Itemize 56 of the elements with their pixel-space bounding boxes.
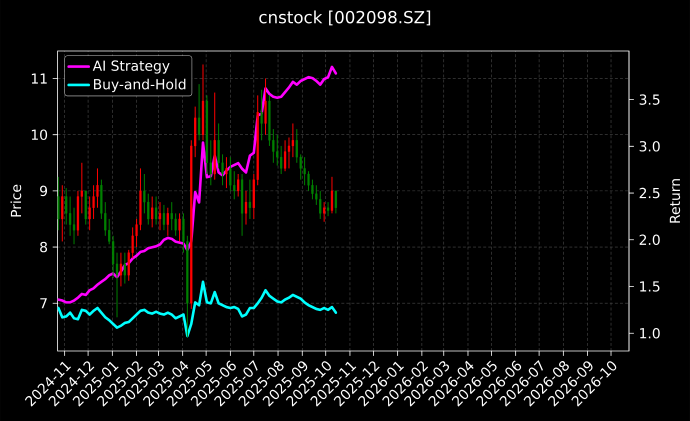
legend-label: Buy-and-Hold (94, 78, 186, 92)
candlestick (237, 174, 240, 197)
chart-title: cnstock [002098.SZ] (259, 10, 430, 26)
candlestick (65, 188, 68, 226)
candlestick (326, 202, 330, 217)
candlestick (174, 212, 177, 236)
y-tick-label: 8 (40, 242, 48, 252)
candlestick (225, 156, 228, 189)
y-axis-title: Price (10, 184, 22, 217)
candlestick (61, 184, 64, 242)
y2-tick-label: 3.5 (640, 94, 660, 105)
candlestick (96, 168, 99, 208)
y-tick-label: 10 (32, 129, 48, 140)
candlestick (248, 179, 252, 220)
candlestick (330, 176, 334, 214)
candlestick (260, 89, 263, 141)
candlestick (280, 145, 282, 175)
y-tick-label: 9 (40, 186, 48, 196)
line-series (58, 280, 338, 338)
candlestick (303, 156, 306, 186)
y2-tick-label: 1.5 (640, 281, 660, 292)
candlestick (264, 78, 267, 136)
y-tick-label: 11 (32, 73, 47, 84)
candlestick (151, 196, 154, 228)
candlestick (244, 190, 248, 226)
y2-axis-title: Return (670, 179, 680, 223)
candlestick (120, 252, 122, 287)
candlestick (284, 140, 286, 172)
candlestick (154, 196, 158, 226)
y2-tick-label: 2.0 (640, 234, 660, 246)
candlestick (88, 196, 91, 231)
candlestick (334, 190, 338, 214)
candlestick (229, 156, 232, 192)
candlestick (162, 204, 166, 231)
candlestick (233, 170, 236, 200)
candlestick (178, 212, 181, 242)
candlestick (288, 137, 290, 169)
candlestick (158, 202, 162, 231)
candlestick (292, 122, 294, 158)
candlestick (170, 202, 173, 231)
candlestick (276, 134, 278, 166)
y-tick-label: 7 (40, 298, 47, 308)
candlestick (147, 193, 150, 226)
candlestick (92, 184, 95, 220)
legend-label: AI Strategy (92, 60, 170, 74)
candlestick (124, 252, 126, 284)
candlestick (68, 196, 72, 236)
y2-tick-label: 3.0 (640, 141, 660, 152)
candlestick (319, 190, 322, 220)
candlestick (307, 170, 310, 192)
candlestick (198, 84, 200, 141)
candlestick (166, 207, 169, 236)
candlestick (323, 202, 326, 222)
candlestick (72, 207, 76, 245)
y2-tick-label: 1.0 (640, 328, 660, 338)
y2-tick-label: 2.5 (640, 188, 660, 198)
